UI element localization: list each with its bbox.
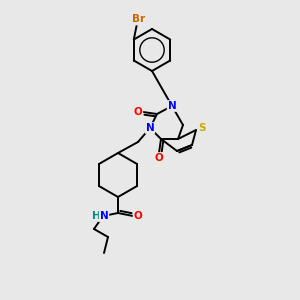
Text: N: N (100, 211, 108, 221)
Text: H: H (92, 211, 100, 221)
Text: S: S (198, 123, 206, 133)
Text: O: O (134, 211, 142, 221)
Text: O: O (154, 153, 164, 163)
Text: N: N (146, 123, 154, 133)
Text: O: O (134, 107, 142, 117)
Text: N: N (168, 101, 176, 111)
Text: Br: Br (132, 14, 146, 25)
